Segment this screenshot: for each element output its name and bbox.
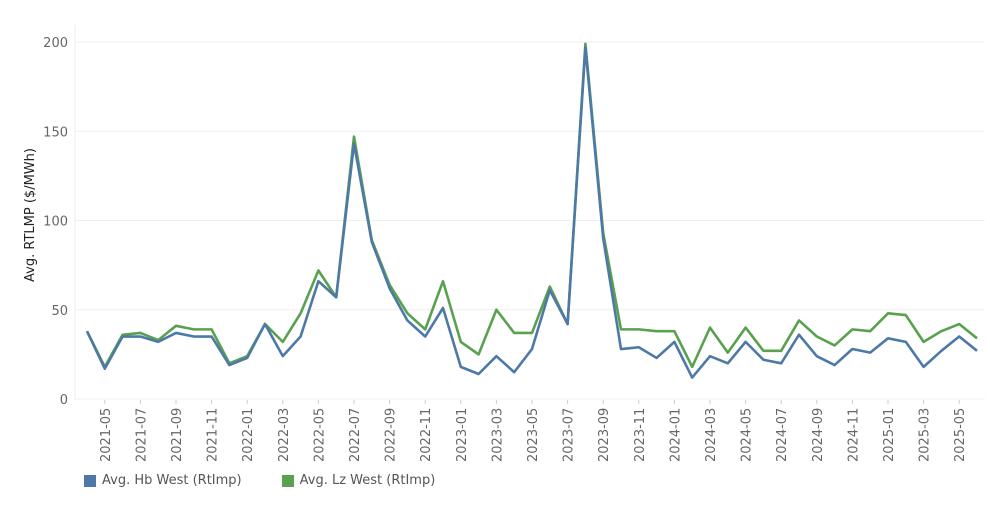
legend-swatch-lz-west [281, 474, 294, 487]
x-tick-label: 2023-09 [597, 408, 612, 462]
legend-item-lz-west: Avg. Lz West (RtImp) [281, 473, 436, 488]
gridlines [74, 25, 985, 400]
legend-item-hb-west: Avg. Hb West (RtImp) [84, 473, 242, 488]
x-tick-label: 2021-09 [170, 408, 185, 462]
x-tick-label: 2024-11 [846, 408, 861, 462]
x-axis: 2021-05 2021-07 2021-09 2021-11 2022-01 2022-… [99, 400, 968, 462]
y-tick-label: 50 [51, 304, 68, 319]
x-tick-label: 2023-05 [526, 408, 541, 462]
series-line-lz-west [85, 42, 978, 369]
x-tick-label: 2023-03 [490, 408, 505, 462]
legend-swatch-hb-west [84, 474, 96, 487]
x-tick-label: 2024-03 [704, 408, 719, 462]
y-tick-label: 150 [43, 125, 68, 140]
x-tick-label: 2025-03 [918, 408, 933, 462]
y-tick-label: 0 [60, 393, 68, 408]
x-tick-label: 2022-03 [277, 408, 292, 462]
x-tick-label: 2025-01 [882, 408, 897, 462]
x-tick-label: 2021-07 [134, 408, 149, 462]
x-tick-label: 2023-11 [633, 408, 648, 462]
legend-label-hb-west: Avg. Hb West (RtImp) [102, 473, 242, 488]
y-axis: 0 50 100 150 200 [43, 36, 68, 408]
x-tick-label: 2024-05 [740, 408, 755, 462]
series-line-hb-west [85, 46, 978, 379]
x-tick-label: 2022-09 [384, 408, 399, 462]
x-tick-label: 2022-05 [312, 408, 327, 462]
y-axis-label: Avg. RTLMP ($/MWh) [23, 148, 38, 282]
x-tick-label: 2021-05 [99, 408, 114, 462]
x-tick-label: 2022-11 [419, 408, 434, 462]
legend-label-lz-west: Avg. Lz West (RtImp) [299, 473, 436, 488]
series-lines [85, 42, 978, 379]
x-tick-label: 2025-05 [953, 408, 968, 462]
y-tick-label: 200 [43, 36, 68, 51]
x-tick-label: 2024-07 [775, 408, 790, 462]
legend: Avg. Hb West (RtImp) Avg. Lz West (RtImp… [84, 473, 435, 488]
x-tick-label: 2023-01 [455, 408, 470, 462]
x-tick-label: 2024-09 [811, 408, 826, 462]
y-tick-label: 100 [43, 215, 68, 230]
x-tick-label: 2021-11 [206, 408, 221, 462]
x-tick-label: 2023-07 [562, 408, 577, 462]
x-tick-label: 2022-07 [348, 408, 363, 462]
x-tick-label: 2024-01 [668, 408, 683, 462]
x-tick-label: 2022-01 [241, 408, 256, 462]
